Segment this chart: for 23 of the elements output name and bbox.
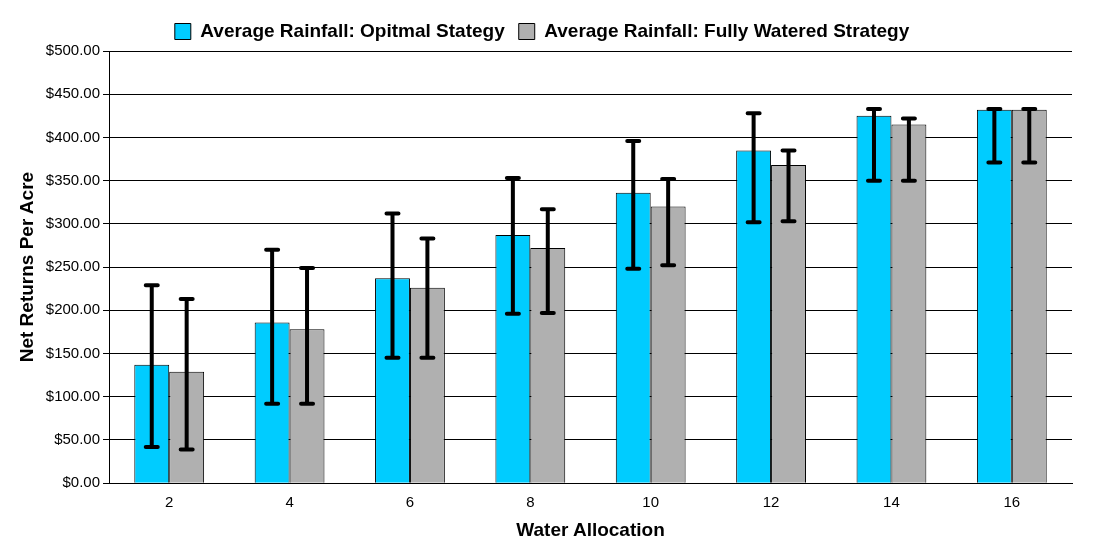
legend-label: Average Rainfall: Fully Watered Strategy <box>544 19 910 41</box>
x-tick-label: 14 <box>883 493 900 511</box>
x-tick-label: 8 <box>526 493 535 511</box>
y-tick-label: $300.00 <box>45 214 101 232</box>
y-tick-label: $450.00 <box>45 84 101 102</box>
y-tick-label: $250.00 <box>45 257 101 275</box>
y-tick-label: $50.00 <box>54 430 101 448</box>
y-tick-label: $350.00 <box>45 170 101 188</box>
y-tick-label: $200.00 <box>45 300 101 318</box>
y-axis-title: Net Returns Per Acre <box>15 171 37 363</box>
x-tick-label: 10 <box>642 493 660 511</box>
y-tick-label: $0.00 <box>62 473 101 491</box>
x-tick-label: 4 <box>285 493 294 511</box>
x-tick-label: 2 <box>165 493 174 511</box>
y-tick-label: $100.00 <box>45 386 101 404</box>
y-tick-label: $500.00 <box>45 41 101 59</box>
x-tick-label: 12 <box>762 493 780 511</box>
y-tick-label: $150.00 <box>45 343 101 361</box>
y-tick-label: $400.00 <box>45 127 101 145</box>
x-tick-label: 6 <box>405 493 415 511</box>
x-tick-label: 16 <box>1003 493 1021 511</box>
x-axis-title: Water Allocation <box>516 518 665 540</box>
legend-label: Average Rainfall: Opitmal Stategy <box>200 19 506 41</box>
